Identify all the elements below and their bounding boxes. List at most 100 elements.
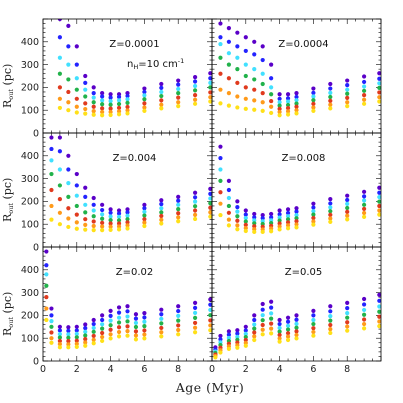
data-point bbox=[208, 313, 212, 318]
data-point bbox=[74, 331, 79, 336]
data-point bbox=[285, 214, 291, 219]
data-point bbox=[176, 332, 181, 337]
data-point bbox=[100, 106, 105, 111]
data-point bbox=[159, 316, 164, 321]
data-point bbox=[252, 77, 257, 82]
data-point bbox=[142, 101, 147, 106]
data-point bbox=[277, 113, 282, 118]
data-point bbox=[260, 57, 265, 63]
data-point bbox=[252, 39, 257, 44]
panel-title: Z=0.008 bbox=[282, 153, 326, 164]
data-point bbox=[285, 109, 291, 114]
data-point bbox=[345, 201, 350, 207]
panel-6: 0 2 4 6 8 Z=0.05 bbox=[209, 246, 382, 375]
data-point bbox=[108, 112, 113, 118]
data-point bbox=[193, 79, 198, 84]
data-point bbox=[208, 205, 212, 210]
data-point bbox=[142, 324, 147, 329]
data-point bbox=[345, 197, 350, 203]
data-point bbox=[57, 222, 63, 227]
data-point bbox=[345, 100, 350, 105]
data-point bbox=[243, 212, 248, 217]
data-point bbox=[328, 106, 333, 111]
data-point bbox=[74, 44, 79, 49]
data-point bbox=[116, 94, 122, 100]
panel-frame bbox=[211, 246, 382, 362]
data-point bbox=[193, 75, 198, 80]
data-point bbox=[193, 330, 198, 335]
data-point bbox=[345, 306, 350, 311]
data-point bbox=[294, 219, 299, 224]
data-point bbox=[260, 71, 265, 76]
data-point bbox=[345, 320, 350, 325]
data-point bbox=[285, 220, 291, 225]
data-point bbox=[193, 97, 198, 102]
data-point bbox=[285, 323, 291, 328]
data-point bbox=[125, 223, 130, 228]
x-tick-label: 6 bbox=[310, 364, 316, 375]
data-point bbox=[100, 98, 105, 103]
data-point bbox=[133, 312, 139, 317]
data-point bbox=[311, 201, 316, 206]
data-point bbox=[91, 333, 96, 339]
data-point bbox=[83, 329, 88, 334]
panel-title: Z=0.0001 bbox=[109, 39, 159, 50]
data-point bbox=[285, 112, 291, 117]
data-point bbox=[57, 345, 63, 350]
data-point bbox=[208, 191, 212, 196]
data-point bbox=[362, 326, 367, 331]
data-point bbox=[377, 212, 381, 217]
data-point bbox=[108, 227, 113, 232]
data-point bbox=[226, 103, 231, 108]
data-point bbox=[243, 62, 248, 67]
data-point bbox=[362, 88, 367, 93]
data-point bbox=[159, 198, 164, 203]
data-point bbox=[91, 214, 96, 219]
data-point bbox=[362, 214, 367, 219]
data-point bbox=[328, 212, 333, 217]
data-point bbox=[243, 222, 248, 227]
data-point bbox=[226, 62, 231, 67]
data-point bbox=[252, 107, 257, 112]
data-point bbox=[285, 210, 291, 216]
data-point bbox=[328, 201, 333, 206]
data-point bbox=[193, 216, 198, 222]
data-point bbox=[235, 67, 240, 72]
data-point bbox=[125, 217, 130, 222]
data-point bbox=[226, 195, 231, 201]
data-point bbox=[277, 339, 282, 344]
data-point bbox=[328, 86, 333, 91]
data-point bbox=[116, 334, 122, 339]
x-tick-label: 4 bbox=[277, 364, 283, 375]
data-point bbox=[294, 101, 299, 106]
data-point bbox=[142, 209, 147, 214]
data-point bbox=[91, 317, 96, 323]
data-point bbox=[294, 206, 299, 211]
data-point bbox=[277, 329, 282, 334]
data-point bbox=[193, 325, 198, 330]
data-point bbox=[260, 332, 265, 337]
data-point bbox=[269, 331, 274, 336]
data-point bbox=[294, 222, 299, 227]
data-point bbox=[285, 102, 291, 108]
data-point bbox=[345, 209, 350, 214]
data-point bbox=[159, 106, 164, 111]
data-point bbox=[133, 324, 139, 330]
data-point bbox=[125, 333, 130, 338]
data-point bbox=[142, 97, 147, 102]
data-point bbox=[252, 215, 257, 220]
data-point bbox=[176, 82, 181, 87]
data-point bbox=[74, 104, 79, 109]
data-point bbox=[44, 263, 49, 268]
data-point bbox=[176, 91, 181, 96]
data-point bbox=[294, 321, 299, 326]
data-point bbox=[311, 108, 316, 113]
data-point bbox=[285, 319, 291, 324]
data-point bbox=[218, 41, 223, 47]
data-point bbox=[226, 332, 231, 337]
data-point bbox=[328, 205, 333, 210]
data-point bbox=[294, 336, 299, 341]
data-point bbox=[49, 336, 54, 341]
data-point bbox=[218, 337, 223, 342]
